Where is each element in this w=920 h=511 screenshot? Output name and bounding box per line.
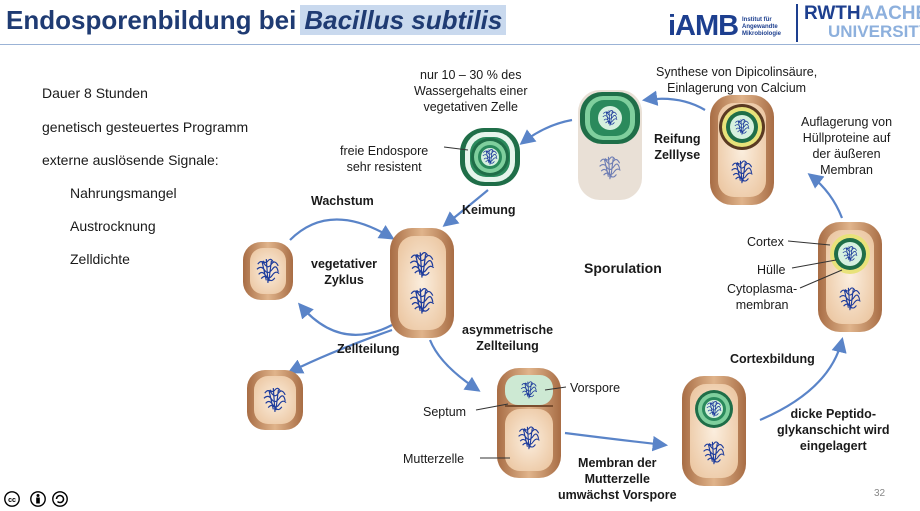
iamb-logo-text: iAMB: [668, 10, 739, 42]
rwth-logo: RWTHAACHEN UNIVERSITY: [796, 4, 920, 42]
vegetative-cell-dividing: [390, 228, 454, 338]
cytoplasm-membrane-label: Cytoplasma-membran: [727, 282, 798, 312]
septum-label: Septum: [423, 405, 467, 419]
division-arrow: [287, 328, 393, 374]
iamb-logo-subtitle: Institut für Angewandte Mikrobiologie: [742, 17, 781, 37]
iamb-logo: iAMB Institut für Angewandte Mikrobiolog…: [668, 10, 790, 44]
duration-text: Dauer 8 Stunden: [42, 85, 148, 101]
title-plain: Endosporenbildung bei: [6, 5, 297, 35]
cortex-arrow: [759, 337, 847, 422]
license-badges: cc: [4, 491, 68, 507]
signal-item: Austrocknung: [70, 218, 156, 234]
water-content-label: nur 10 – 30 % des Wassergehalts einer vege…: [414, 68, 528, 114]
asymmetric-division-arrow: [428, 339, 481, 392]
engulfment-cell: [682, 376, 746, 486]
peptidoglycan-label: dicke Peptido-glykanschicht wird eingelag…: [777, 407, 890, 453]
cc-icon: cc: [4, 491, 20, 507]
cell-division-label: Zellteilung: [337, 342, 400, 356]
page-number: 32: [874, 488, 886, 499]
asymmetric-division-label: asymmetrische Zellteilung: [462, 323, 554, 353]
vegetative-cycle-label: vegetativer Zyklus: [311, 257, 378, 287]
dipicolinic-label: Synthese von Dipicolinsäure, Einlagerung …: [656, 65, 818, 95]
signals-heading: externe auslösende Signale:: [42, 152, 219, 168]
engulfment-arrow: [564, 431, 669, 452]
header-divider: [0, 44, 920, 45]
coat-cell: [710, 95, 774, 205]
page-title: Endosporenbildung bei Bacillus subtilis: [6, 5, 507, 36]
release-arrow: [519, 118, 573, 145]
maturation-arrow: [641, 90, 706, 111]
growth-label: Wachstum: [311, 194, 374, 208]
daughter-cell: [247, 370, 303, 430]
division-return-arrow: [298, 302, 393, 336]
maturation-label: Reifung Zelllyse: [654, 132, 701, 162]
germination-label: Keimung: [462, 203, 516, 217]
free-endospore: [460, 128, 520, 186]
program-text: genetisch gesteuertes Programm: [42, 119, 249, 135]
vegetative-cell-small: [243, 242, 293, 300]
sporulation-label: Sporulation: [584, 260, 662, 276]
germination-arrow: [442, 189, 489, 227]
signal-item: Nahrungsmangel: [70, 185, 177, 201]
cortex-formation-label: Cortexbildung: [730, 352, 815, 366]
rwth-logo-university: UNIVERSITY: [828, 22, 920, 41]
engulfment-label: Membran der Mutterzelle umwächst Vorspore: [558, 456, 677, 502]
growth-arrow: [289, 218, 395, 241]
title-species: Bacillus subtilis: [300, 5, 507, 35]
forespore-label: Vorspore: [570, 381, 621, 395]
asymmetric-cell: [497, 368, 561, 478]
svg-text:cc: cc: [8, 497, 16, 504]
mother-cell-label: Mutterzelle: [403, 452, 465, 466]
signal-item: Zelldichte: [70, 251, 130, 267]
sa-icon: [52, 491, 68, 507]
cortex-cell: [818, 222, 882, 332]
coat-label: Hülle: [757, 263, 786, 277]
free-spore-label: freie Endospore sehr resistent: [340, 144, 429, 174]
rwth-logo-bold: RWTH: [804, 3, 861, 24]
coat-arrow: [807, 173, 844, 219]
rwth-logo-light: AACHEN: [860, 3, 920, 24]
by-icon: [30, 491, 46, 507]
maturation-cell: [578, 90, 642, 200]
coat-proteins-label: Auflagerung von Hüllproteine auf der äußer…: [801, 115, 893, 177]
cortex-label: Cortex: [747, 235, 784, 249]
